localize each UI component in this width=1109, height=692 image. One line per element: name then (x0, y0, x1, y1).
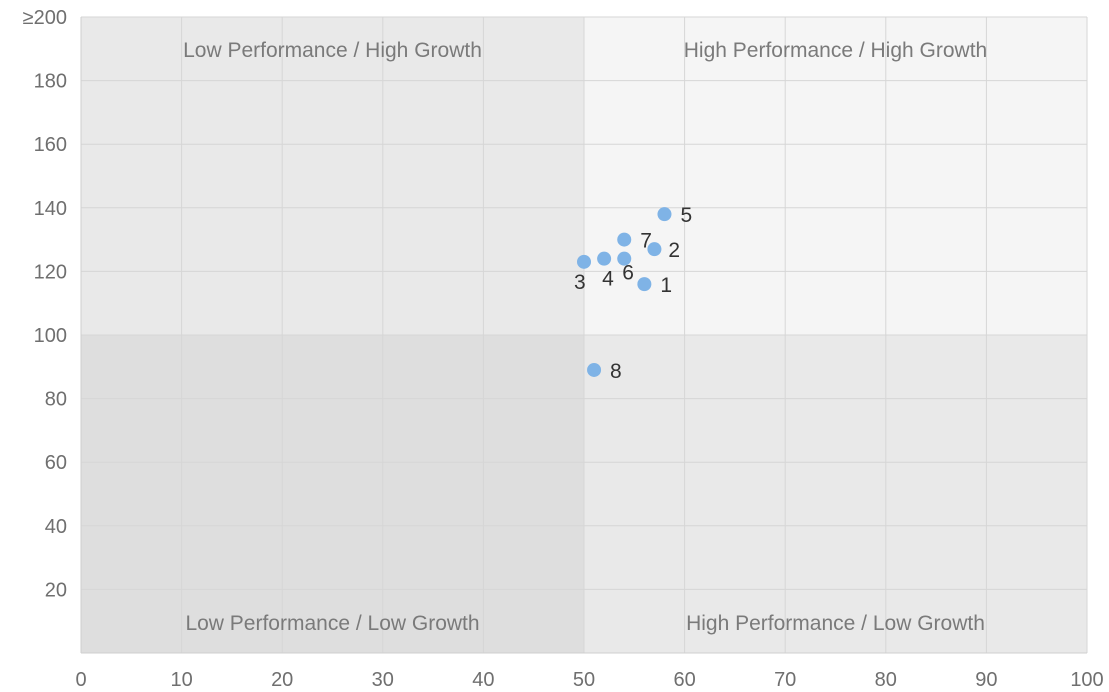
data-point-8 (587, 362, 602, 377)
y-tick-label: 40 (45, 516, 67, 538)
x-tick-label: 10 (170, 669, 192, 691)
y-axis-ticks: 20 40 60 80 100 120 140 160 180 ≥200 (23, 7, 67, 601)
data-point-6 (617, 251, 632, 266)
y-tick-label: 60 (45, 452, 67, 474)
quadrant-label-top-right: High Performance / High Growth (684, 39, 987, 62)
data-point-labels: 1 2 3 4 5 67 8 (574, 204, 692, 383)
y-tick-label: 180 (34, 71, 67, 93)
quadrant-labels: Low Performance / High Growth High Perfor… (183, 39, 987, 635)
data-point-3 (577, 254, 591, 269)
grid-lines (80, 16, 1088, 654)
data-point-label-2: 2 (668, 239, 680, 262)
data-point-label-7: 7 (640, 230, 652, 253)
quadrant-label-bottom-left: Low Performance / Low Growth (185, 612, 479, 635)
x-tick-label: 80 (875, 669, 897, 691)
y-tick-label: 100 (34, 325, 67, 347)
data-point-7 (617, 232, 632, 247)
x-tick-label: 70 (774, 669, 796, 691)
quadrant-bottom-left (81, 335, 584, 653)
data-point-label-1: 1 (660, 274, 672, 297)
quadrant-top-left (81, 17, 584, 335)
y-tick-label: ≥200 (23, 7, 67, 29)
x-tick-label: 20 (271, 669, 293, 691)
data-point-label-5: 5 (680, 204, 692, 227)
x-tick-label: 60 (673, 669, 695, 691)
y-tick-label: 140 (34, 198, 67, 220)
data-point-label-4: 4 (602, 268, 614, 291)
data-point-label-6: 6 (622, 262, 634, 285)
data-point-label-3: 3 (574, 271, 586, 294)
x-tick-label: 30 (372, 669, 394, 691)
x-tick-label: 0 (75, 669, 86, 691)
data-point-5 (657, 207, 672, 222)
x-tick-label: 50 (573, 669, 595, 691)
data-point-2 (647, 242, 662, 257)
x-tick-label: 40 (472, 669, 494, 691)
y-tick-label: 160 (34, 134, 67, 156)
y-tick-label: 20 (45, 579, 67, 601)
quadrant-top-right (584, 17, 1087, 335)
y-tick-label: 120 (34, 261, 67, 283)
x-tick-label: 100 (1070, 669, 1103, 691)
x-axis-ticks: 0 10 20 30 40 50 60 70 80 90 100 (75, 669, 1103, 691)
quadrant-backgrounds (81, 17, 1087, 653)
quadrant-label-top-left: Low Performance / High Growth (183, 39, 482, 62)
quadrant-label-bottom-right: High Performance / Low Growth (686, 612, 985, 635)
data-point-label-8: 8 (610, 360, 622, 383)
data-points (577, 207, 672, 377)
data-point-4 (597, 251, 612, 266)
quadrant-bottom-right (584, 335, 1087, 653)
data-point-1 (637, 277, 652, 292)
y-tick-label: 80 (45, 389, 67, 411)
x-tick-label: 90 (975, 669, 997, 691)
